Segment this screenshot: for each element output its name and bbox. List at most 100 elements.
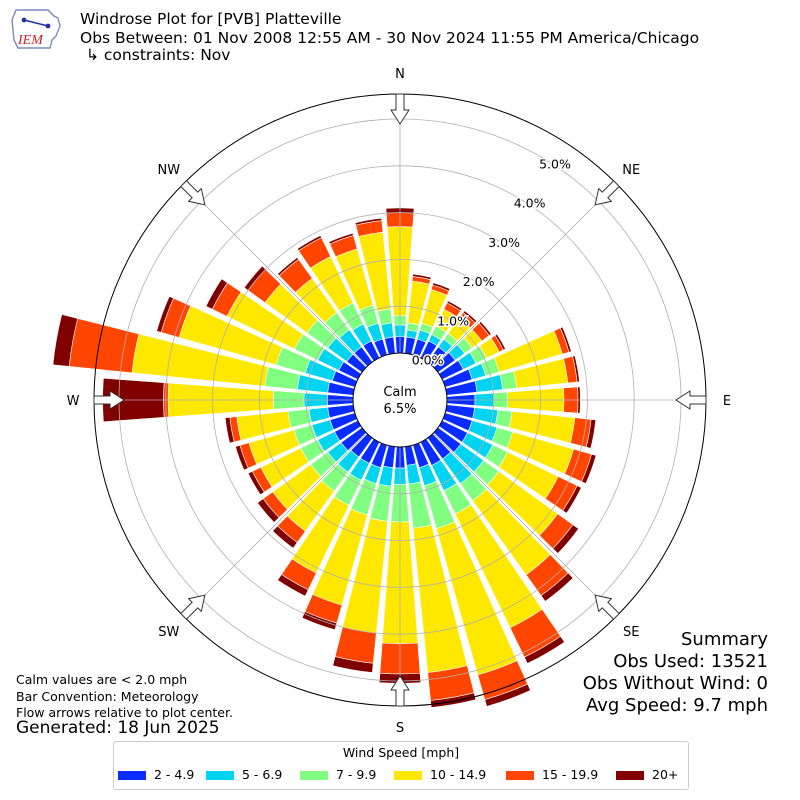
svg-text:IEM: IEM	[17, 33, 44, 48]
radial-tick-label: 0.0%	[412, 353, 444, 368]
legend-label: 20+	[652, 767, 679, 782]
compass-arrow	[180, 594, 206, 620]
chart-title: Windrose Plot for [PVB] Platteville	[80, 10, 342, 28]
windrose-bar-segment	[484, 683, 531, 707]
windrose-bar-segment	[378, 465, 394, 487]
windrose-bar-segment	[277, 257, 300, 277]
summary-avg-speed: Avg Speed: 9.7 mph	[586, 695, 768, 716]
compass-arrow	[180, 180, 206, 206]
legend: Wind Speed [mph] 2 - 4.9 5 - 6.9 7 - 9.9…	[113, 741, 689, 790]
summary-obs-used: Obs Used: 13521	[613, 651, 768, 672]
windrose-bar-segment	[559, 326, 572, 353]
iem-logo: IEM	[11, 9, 61, 49]
windrose-bar-segment	[354, 217, 383, 226]
windrose-bar-segment	[247, 470, 265, 496]
legend-label: 10 - 14.9	[430, 767, 487, 782]
compass-label: SW	[158, 625, 179, 640]
windrose-bar-segment	[581, 453, 597, 484]
windrose-bar-segment	[562, 485, 582, 514]
legend-swatch	[118, 771, 146, 780]
calm-label: Calm	[383, 385, 416, 400]
radial-tick-label: 3.0%	[488, 235, 520, 250]
legend-item: 15 - 19.9	[506, 767, 598, 782]
calm-circle	[352, 352, 448, 448]
radial-tick-label: 2.0%	[463, 274, 495, 289]
windrose-bar-segment	[272, 525, 298, 549]
legend-swatch	[394, 771, 422, 780]
windrose-bar-segment	[432, 282, 451, 292]
flow-arrows-note: Flow arrows relative to plot center.	[16, 705, 233, 720]
grid-spoke	[432, 432, 617, 617]
summary-heading: Summary	[681, 629, 768, 650]
windrose-bar-segment	[572, 355, 580, 383]
legend-label: 5 - 6.9	[242, 767, 283, 782]
windrose-bar-segment	[412, 273, 432, 280]
grid-spoke	[432, 183, 617, 368]
generated-date: Generated: 18 Jun 2025	[16, 718, 220, 738]
windrose-bar-segment	[52, 314, 79, 367]
legend-item: 7 - 9.9	[300, 767, 376, 782]
legend-swatch	[206, 771, 234, 780]
windrose-bar-segment	[224, 416, 235, 444]
windrose-bar-segment	[430, 692, 477, 708]
legend-label: 15 - 19.9	[542, 767, 599, 782]
windrose-bar-segment	[296, 235, 322, 252]
windrose-bar-segment	[540, 572, 574, 602]
calm-definition: Calm values are < 2.0 mph	[16, 672, 188, 687]
legend-title: Wind Speed [mph]	[342, 745, 460, 760]
windrose-bar-segment	[156, 295, 174, 333]
windrose-bar-segment	[478, 321, 492, 336]
compass-label: NW	[158, 163, 181, 178]
constraints-label: ↳ constraints: Nov	[86, 46, 231, 64]
compass-label: SE	[623, 625, 639, 640]
radial-tick-label: 4.0%	[514, 196, 546, 211]
windrose-bar-segment	[332, 656, 374, 673]
compass-arrow	[390, 675, 410, 707]
compass-arrow	[675, 390, 707, 410]
compass-arrow	[390, 93, 410, 125]
windrose-bar-segment	[257, 498, 280, 523]
windrose-bar-segment	[462, 310, 478, 324]
grid-spoke	[183, 432, 368, 617]
compass-label: W	[67, 394, 80, 409]
summary-obs-without-wind: Obs Without Wind: 0	[582, 673, 768, 694]
windrose-bar-segment	[523, 635, 565, 664]
windrose-bar-segment	[328, 232, 354, 245]
legend-label: 2 - 4.9	[154, 767, 195, 782]
compass-arrow	[594, 180, 620, 206]
calm-value: 6.5%	[383, 402, 416, 417]
windrose-bar-segment	[494, 333, 506, 351]
legend-item: 2 - 4.9	[118, 767, 194, 782]
legend-item: 20+	[616, 767, 678, 782]
chart-labels: N NE E SE S SW W NW 0.0% 1.0% 2.0% 3.0% 4.0% 5.0% Calm…	[67, 67, 732, 736]
compass-label: NE	[622, 163, 640, 178]
legend-item: 10 - 14.9	[394, 767, 486, 782]
windrose-bar-segment	[552, 524, 579, 554]
compass-arrows	[93, 93, 707, 707]
compass-arrow	[93, 390, 125, 410]
compass-label: E	[723, 394, 731, 409]
windrose-bar-segment	[308, 407, 330, 423]
legend-label: 7 - 9.9	[336, 767, 377, 782]
radial-tick-label: 5.0%	[539, 156, 571, 171]
compass-arrow	[594, 594, 620, 620]
compass-label: S	[396, 721, 404, 736]
windrose-bar-segment	[446, 300, 463, 312]
bar-convention: Bar Convention: Meteorology	[16, 689, 199, 704]
radial-tick-label: 1.0%	[437, 313, 469, 328]
windrose-bar-segment	[380, 322, 394, 339]
windrose-bar-segment	[235, 444, 249, 471]
windrose-bar-segment	[585, 419, 597, 449]
obs-range: Obs Between: 01 Nov 2008 12:55 AM - 30 N…	[80, 29, 700, 47]
grid-spoke	[183, 183, 368, 368]
windrose-bars	[52, 207, 597, 708]
windrose-bar-segment	[301, 611, 338, 631]
legend-item: 5 - 6.9	[206, 767, 282, 782]
windrose-bar-segment	[277, 573, 309, 597]
compass-label: N	[395, 67, 405, 82]
legend-swatch	[300, 771, 328, 780]
legend-swatch	[506, 771, 534, 780]
legend-swatch	[616, 771, 644, 780]
